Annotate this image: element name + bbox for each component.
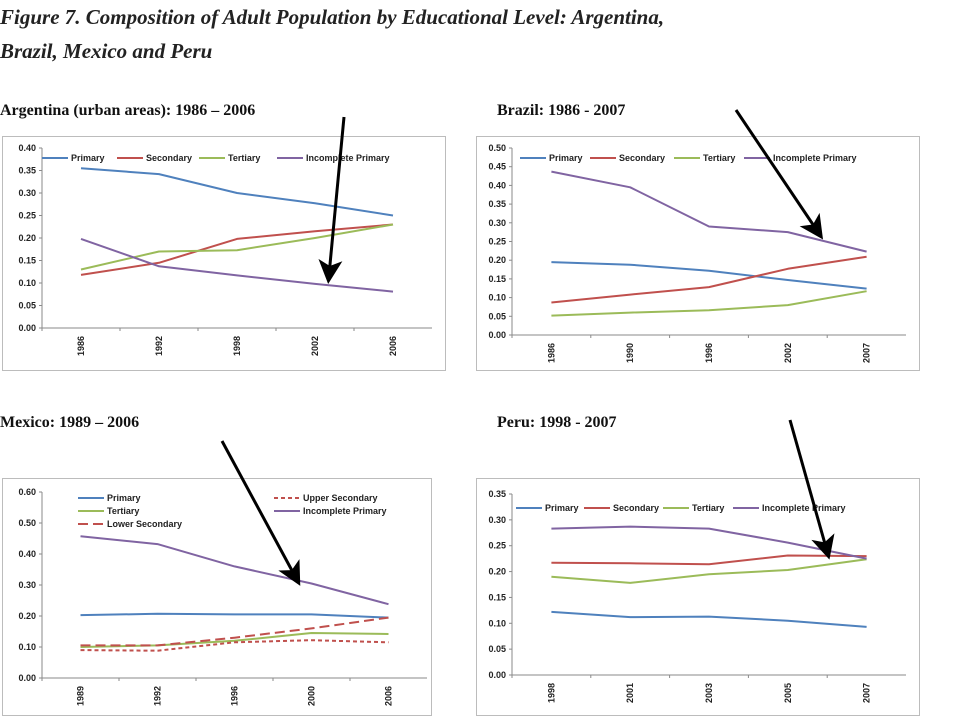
peru-y-tick-label: 0.25 — [488, 541, 506, 551]
argentina-y-tick-label: 0.05 — [18, 301, 36, 311]
peru-y-tick-label: 0.20 — [488, 567, 506, 577]
mexico-series-primary — [80, 612, 389, 619]
peru-y-tick-label: 0.10 — [488, 618, 506, 628]
brazil-x-tick-label: 1986 — [546, 343, 556, 363]
brazil-y-tick-label: 0.35 — [488, 199, 506, 209]
brazil-legend-label-tertiary: Tertiary — [703, 153, 735, 163]
argentina-y-tick-label: 0.20 — [18, 233, 36, 243]
argentina-y-tick-label: 0.25 — [18, 211, 36, 221]
brazil-frame — [476, 136, 920, 371]
argentina-series-incomplete-primary — [80, 237, 394, 293]
peru-legend-label-secondary: Secondary — [613, 503, 659, 513]
peru-frame — [476, 478, 920, 716]
brazil-y-tick-label: 0.05 — [488, 311, 506, 321]
mexico-y-tick-label: 0.50 — [18, 518, 36, 528]
peru-legend-label-primary: Primary — [545, 503, 579, 513]
mexico-legend-label-lower-secondary: Lower Secondary — [107, 519, 182, 529]
mexico-y-tick-label: 0.40 — [18, 549, 36, 559]
brazil-legend-label-incomplete-primary: Incomplete Primary — [773, 153, 857, 163]
brazil-y-tick-label: 0.00 — [488, 330, 506, 340]
brazil-x-tick-label: 1990 — [625, 343, 635, 363]
brazil-series-secondary — [551, 255, 867, 304]
argentina-legend-label-tertiary: Tertiary — [228, 153, 260, 163]
peru-legend-label-incomplete-primary: Incomplete Primary — [762, 503, 846, 513]
brazil-x-tick-label: 1996 — [704, 343, 714, 363]
brazil-y-tick-label: 0.25 — [488, 237, 506, 247]
argentina-y-tick-label: 0.30 — [18, 188, 36, 198]
mexico-legend-label-upper-secondary: Upper Secondary — [303, 493, 378, 503]
peru-x-tick-label: 2005 — [783, 683, 793, 703]
mexico-legend-label-primary: Primary — [107, 493, 141, 503]
brazil-legend-label-secondary: Secondary — [619, 153, 665, 163]
argentina-legend-label-secondary: Secondary — [146, 153, 192, 163]
peru-series-primary — [551, 610, 867, 628]
mexico-series-lower-secondary — [80, 616, 389, 647]
mexico-legend-label-tertiary: Tertiary — [107, 506, 139, 516]
peru-chart: 0.00 0.05 0.10 0.15 0.20 0.25 0.30 0.35 1998 2001… — [476, 478, 920, 716]
argentina-x-tick-label: 2006 — [388, 336, 398, 356]
peru-y-tick-label: 0.35 — [488, 489, 506, 499]
figure-title-line-2: Brazil, Mexico and Peru — [0, 39, 213, 63]
mexico-chart-title: Mexico: 1989 – 2006 — [0, 414, 140, 431]
argentina-chart: 0.00 0.05 0.10 0.15 0.20 0.25 0.30 0.35 0.40 1986… — [2, 136, 446, 371]
argentina-y-tick-label: 0.00 — [18, 323, 36, 333]
peru-x-tick-label: 2007 — [862, 683, 872, 703]
mexico-x-tick-label: 1996 — [230, 686, 240, 706]
brazil-chart: 0.00 0.05 0.10 0.15 0.20 0.25 0.30 0.35 0.40 0.45… — [476, 136, 920, 371]
brazil-series-tertiary — [551, 290, 867, 317]
mexico-y-tick-label: 0.20 — [18, 611, 36, 621]
mexico-x-tick-label: 1992 — [153, 686, 163, 706]
peru-y-tick-label: 0.05 — [488, 644, 506, 654]
argentina-chart-title: Argentina (urban areas): 1986 – 2006 — [0, 102, 256, 119]
brazil-y-tick-label: 0.15 — [488, 274, 506, 284]
peru-chart-title: Peru: 1998 - 2007 — [497, 414, 617, 431]
peru-y-tick-label: 0.15 — [488, 592, 506, 602]
argentina-y-tick-label: 0.35 — [18, 166, 36, 176]
argentina-legend-label-incomplete-primary: Incomplete Primary — [306, 153, 390, 163]
argentina-y-tick-label: 0.10 — [18, 278, 36, 288]
mexico-y-tick-label: 0.00 — [18, 673, 36, 683]
mexico-x-tick-label: 1989 — [76, 686, 86, 706]
mexico-chart: 0.00 0.10 0.20 0.30 0.40 0.50 0.60 1989 1992 1996… — [2, 478, 432, 716]
brazil-y-tick-label: 0.30 — [488, 218, 506, 228]
mexico-y-tick-label: 0.10 — [18, 642, 36, 652]
peru-x-tick-label: 2001 — [625, 683, 635, 703]
peru-y-tick-label: 0.00 — [488, 670, 506, 680]
brazil-legend-label-primary: Primary — [549, 153, 583, 163]
figure-title: Figure 7. Composition of Adult Populatio… — [0, 0, 950, 68]
brazil-series-primary — [551, 261, 867, 290]
argentina-x-tick-label: 1992 — [154, 336, 164, 356]
peru-x-tick-label: 2003 — [704, 683, 714, 703]
brazil-x-tick-label: 2002 — [783, 343, 793, 363]
mexico-y-tick-label: 0.30 — [18, 580, 36, 590]
brazil-chart-title: Brazil: 1986 - 2007 — [497, 102, 626, 119]
argentina-y-tick-label: 0.15 — [18, 256, 36, 266]
figure-title-line-1: Figure 7. Composition of Adult Populatio… — [0, 5, 665, 29]
peru-y-tick-label: 0.30 — [488, 515, 506, 525]
brazil-x-tick-label: 2007 — [862, 343, 872, 363]
argentina-legend-label-primary: Primary — [71, 153, 105, 163]
mexico-series-upper-secondary — [80, 639, 389, 652]
argentina-x-tick-label: 2002 — [310, 336, 320, 356]
mexico-legend-label-incomplete-primary: Incomplete Primary — [303, 506, 387, 516]
brazil-y-tick-label: 0.50 — [488, 143, 506, 153]
brazil-y-tick-label: 0.20 — [488, 255, 506, 265]
argentina-y-tick-label: 0.40 — [18, 143, 36, 153]
peru-legend-label-tertiary: Tertiary — [692, 503, 724, 513]
brazil-y-tick-label: 0.45 — [488, 162, 506, 172]
mexico-x-tick-label: 2006 — [384, 686, 394, 706]
brazil-y-tick-label: 0.40 — [488, 180, 506, 190]
peru-x-tick-label: 1998 — [546, 683, 556, 703]
argentina-x-tick-label: 1986 — [76, 336, 86, 356]
brazil-y-tick-label: 0.10 — [488, 293, 506, 303]
peru-series-tertiary — [551, 558, 867, 584]
argentina-frame — [2, 136, 446, 371]
mexico-x-tick-label: 2000 — [307, 686, 317, 706]
argentina-x-tick-label: 1998 — [232, 336, 242, 356]
mexico-y-tick-label: 0.60 — [18, 487, 36, 497]
